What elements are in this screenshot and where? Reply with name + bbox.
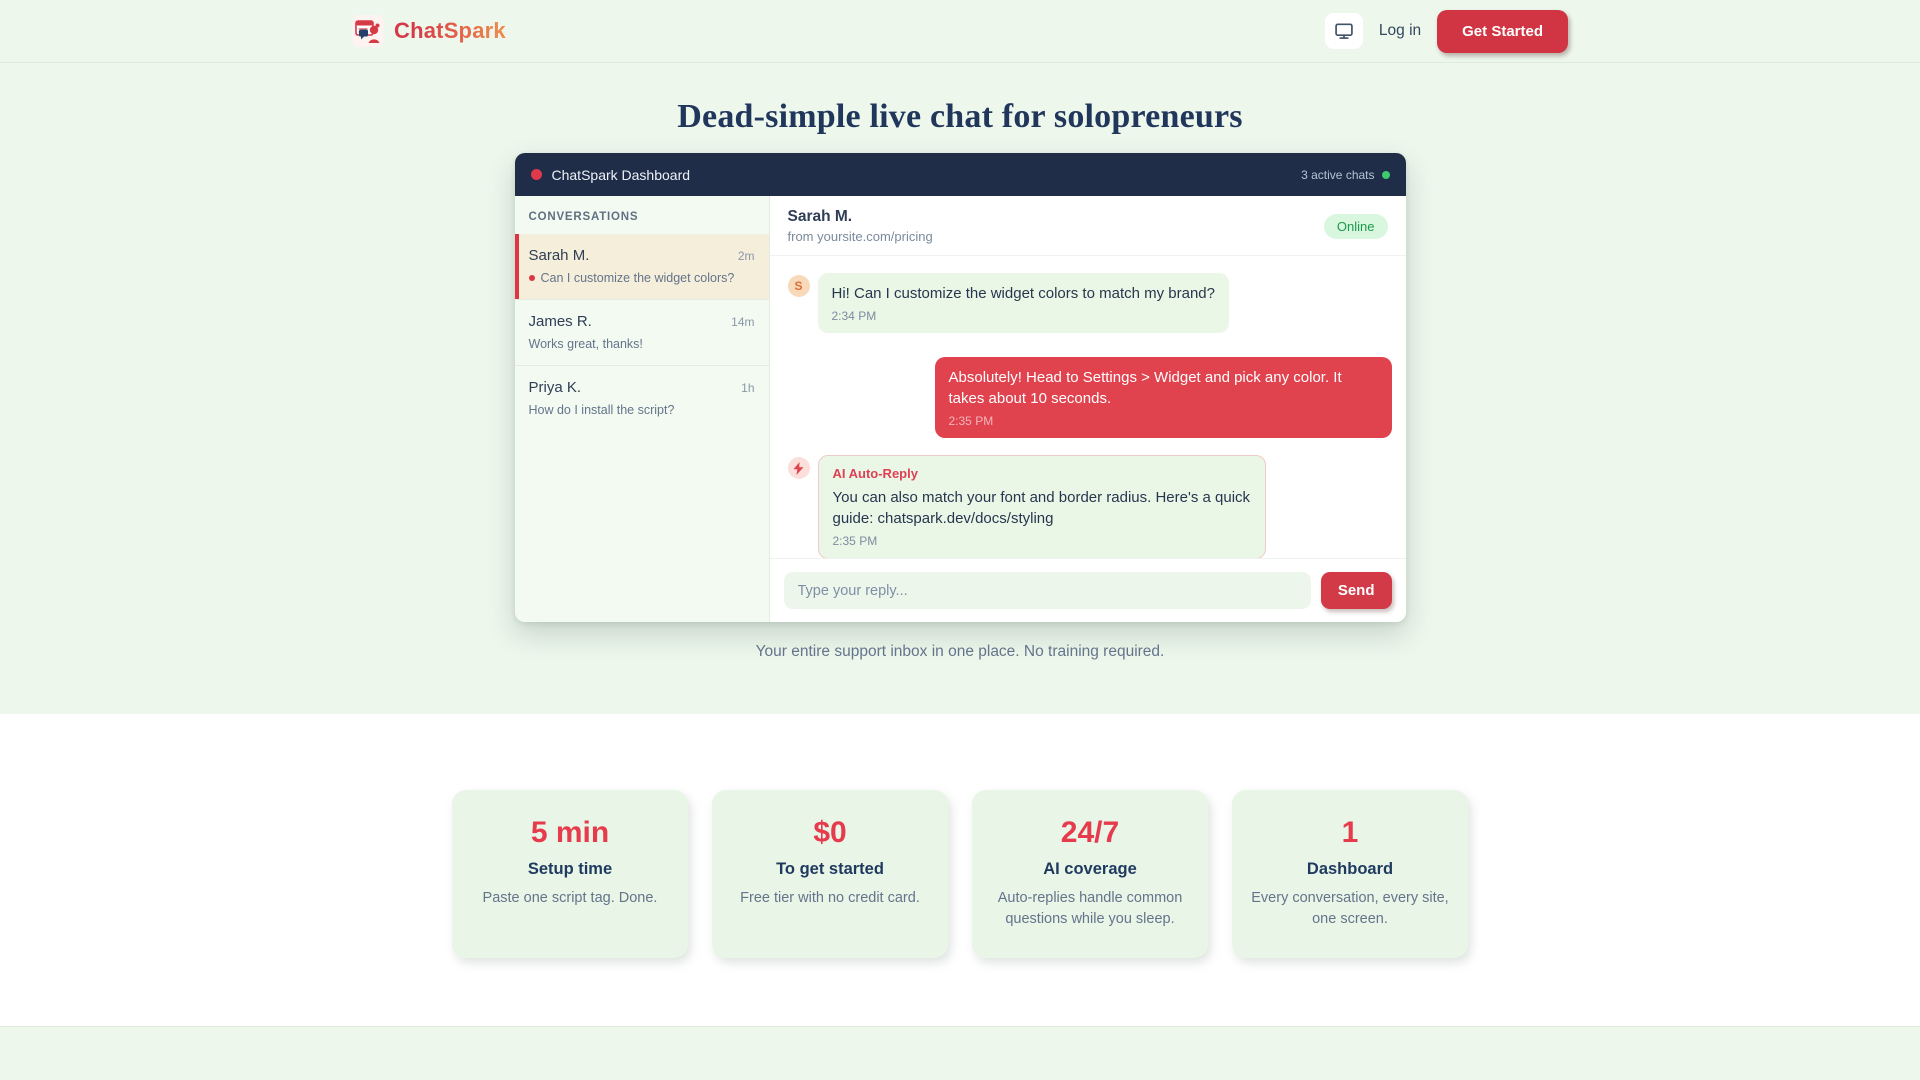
conversation-item-priya[interactable]: Priya K. 1h How do I install the script? [514,365,769,431]
message-time: 2:34 PM [831,309,877,323]
stat-description: Every conversation, every site, one scre… [1251,890,1449,928]
get-started-button[interactable]: Get Started [1437,9,1568,53]
monitor-icon [1334,21,1354,41]
conversation-name: James R. [528,313,592,330]
conversation-name: Priya K. [528,379,582,396]
stat-label: Setup time [527,860,613,878]
page-title: Dead-simple live chat for solopreneurs [677,98,1243,135]
site-header: ChatSpark Log in Get Started [0,0,1920,63]
stat-description: Free tier with no credit card. [740,890,920,906]
stat-card-price: $0 To get started Free tier with no cred… [712,790,948,958]
page-footer [0,1026,1920,1080]
brand-name: ChatSpark [394,18,506,43]
stat-description: Auto-replies handle common questions whi… [997,890,1183,928]
unread-dot-icon [528,275,535,281]
lightning-icon [787,457,810,479]
login-link[interactable]: Log in [1378,22,1422,39]
message-list: S Hi! Can I customize the widget colors … [770,256,1406,558]
stat-value: 24/7 [1060,816,1120,849]
stat-value: 5 min [530,816,610,849]
stat-card-setup-time: 5 min Setup time Paste one script tag. D… [452,790,688,958]
chat-pane: Sarah M. from yoursite.com/pricing Onlin… [769,196,1406,622]
stat-value: 1 [1341,816,1359,849]
stat-value: $0 [813,816,847,849]
stat-card-ai-coverage: 24/7 AI coverage Auto-replies handle com… [972,790,1208,958]
online-status-badge: Online [1323,213,1388,239]
stat-label: To get started [776,860,884,878]
chat-visitor-name: Sarah M. [787,208,853,225]
conversations-heading: CONVERSATIONS [528,211,639,223]
reply-input-row: Send [769,558,1406,622]
ai-auto-reply-label: AI Auto-Reply [832,466,918,481]
green-dot-icon [1381,170,1390,179]
red-dot-icon [530,169,542,180]
display-toggle-button[interactable] [1324,13,1363,49]
send-button[interactable]: Send [1320,572,1392,609]
window-titlebar: ChatSpark Dashboard 3 active chats [514,153,1406,196]
conversation-time: 1h [741,381,755,395]
stat-card-dashboard: 1 Dashboard Every conversation, every si… [1232,790,1468,958]
conversation-item-sarah[interactable]: Sarah M. 2m Can I customize the widget c… [514,234,769,299]
message-text: Absolutely! Head to Settings > Widget an… [948,369,1342,407]
conversation-preview: Works great, thanks! [528,337,643,351]
conversation-time: 14m [731,315,755,329]
active-chats-count: 3 active chats [1301,167,1375,182]
conversation-preview: Can I customize the widget colors? [540,271,735,285]
conversation-item-james[interactable]: James R. 14m Works great, thanks! [514,299,769,365]
agent-message: Absolutely! Head to Settings > Widget an… [788,357,1392,438]
conversation-preview: How do I install the script? [528,403,675,417]
message-text: Hi! Can I customize the widget colors to… [831,285,1216,302]
stat-label: Dashboard [1306,860,1394,878]
conversations-sidebar: CONVERSATIONS Sarah M. 2m Can I customiz… [514,196,770,622]
visitor-message: S Hi! Can I customize the widget colors … [787,273,1392,333]
reply-input[interactable] [783,572,1311,609]
chatspark-logo-icon [352,15,384,47]
ai-message: AI Auto-Reply You can also match your fo… [787,455,1392,558]
window-title: ChatSpark Dashboard [551,166,691,183]
brand-logo[interactable]: ChatSpark [352,15,506,47]
chat-visitor-source: from yoursite.com/pricing [787,229,933,244]
message-time: 2:35 PM [832,534,878,548]
conversation-name: Sarah M. [528,247,590,264]
stat-label: AI coverage [1043,860,1137,878]
message-text: You can also match your font and border … [832,489,1251,527]
stat-description: Paste one script tag. Done. [482,890,658,906]
stats-section: 5 min Setup time Paste one script tag. D… [0,714,1920,1026]
chat-header: Sarah M. from yoursite.com/pricing Onlin… [769,196,1406,256]
message-time: 2:35 PM [948,414,994,428]
hero-section: ChatSpark Log in Get Started Dead [0,0,1920,714]
dashboard-window: ChatSpark Dashboard 3 active chats CONVE… [514,153,1406,622]
hero-tagline: Your entire support inbox in one place. … [755,643,1165,660]
conversation-time: 2m [737,249,755,263]
visitor-avatar: S [787,275,810,297]
